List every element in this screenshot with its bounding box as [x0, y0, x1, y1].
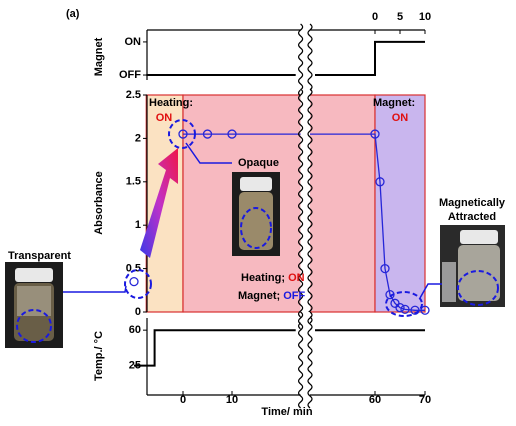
y-tick-label: 0 [135, 306, 141, 318]
y-tick-label: 2 [135, 132, 141, 144]
annotation: ON [392, 112, 409, 124]
x2-tick-label: 0 [372, 11, 378, 23]
vial-photo-middle [232, 172, 280, 256]
data-point [130, 278, 138, 286]
y-axis-title: Temp./ °C [93, 331, 105, 381]
x-tick-label: 70 [419, 394, 431, 406]
connector [63, 286, 126, 292]
x-tick-label: 60 [369, 394, 381, 406]
figure: OFFON00.511.522.5256001060700510 (a) Tim… [0, 0, 516, 426]
annotation: Magnetically [439, 197, 506, 209]
annotation: Heating; [241, 272, 288, 284]
region [375, 95, 425, 312]
x2-tick-label: 10 [419, 11, 431, 23]
y-axis-title: Absorbance [93, 171, 105, 235]
annotation: ON [288, 272, 305, 284]
y-tick-label: 2.5 [126, 89, 141, 101]
annotation: Opaque [238, 157, 279, 169]
y-tick-label: OFF [119, 69, 141, 81]
region [146, 95, 183, 312]
temperature-line [134, 330, 425, 365]
x-tick-label: 10 [226, 394, 238, 406]
x2-tick-label: 5 [397, 11, 403, 23]
y-axis-title: Magnet [93, 37, 105, 76]
annotation: Transparent [8, 250, 71, 262]
annotation: Heating; ON [241, 272, 305, 284]
x-tick-label: 0 [180, 394, 186, 406]
y-tick-label: 0.5 [126, 263, 141, 275]
annotation: Attracted [448, 211, 496, 223]
panel-label: (a) [66, 8, 80, 20]
annotation: Heating: [149, 97, 193, 109]
annotation: OFF [283, 290, 305, 302]
annotation: Magnet; OFF [238, 290, 306, 302]
magnet-line [146, 42, 425, 75]
x-axis-title: Time/ min [261, 406, 312, 418]
vial-photo-left [5, 262, 63, 348]
y-tick-label: 60 [129, 324, 141, 336]
panel-frame [147, 30, 425, 80]
y-tick-label: 1 [135, 219, 141, 231]
annotation: ON [156, 112, 173, 124]
vial-photo-right [440, 225, 505, 307]
annotation: Magnet: [373, 97, 415, 109]
annotation: Magnet; [238, 290, 283, 302]
y-tick-label: ON [125, 36, 142, 48]
y-tick-label: 1.5 [126, 176, 141, 188]
